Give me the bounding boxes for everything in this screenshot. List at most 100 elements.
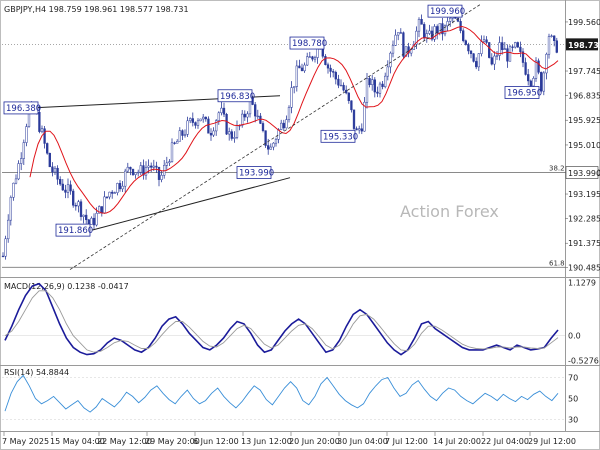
candle-body — [137, 171, 140, 174]
candle-body — [402, 32, 405, 57]
x-tick-label: 7 Jul 12:00 — [385, 437, 428, 446]
price-label-box — [289, 36, 325, 50]
fib-price-label: 193.990 — [568, 169, 600, 178]
candle-body — [230, 131, 233, 139]
candle-body — [144, 167, 148, 176]
candle-body — [92, 217, 96, 226]
candle-body — [389, 52, 392, 68]
candle-body — [105, 196, 109, 198]
candle-body — [43, 128, 46, 144]
price-label-box — [236, 166, 272, 179]
candle-body — [139, 165, 142, 173]
fib-label: 61.8 — [549, 259, 565, 267]
candle-body — [537, 60, 540, 73]
candle-body — [337, 78, 340, 86]
candle-body — [293, 86, 296, 88]
x-tick-label: 22 Jul 04:00 — [481, 437, 529, 446]
candle-body — [155, 165, 158, 168]
y-tick-label: 199.560 — [568, 18, 600, 27]
candle-body — [540, 72, 543, 92]
candle-body — [77, 201, 80, 207]
candle-body — [246, 113, 249, 118]
candle-body — [490, 57, 493, 65]
candle-body — [355, 128, 358, 131]
candle-body — [147, 165, 150, 168]
candle-body — [9, 197, 12, 221]
price-label-box — [320, 129, 356, 143]
candle-body — [189, 118, 192, 122]
candle-body — [90, 217, 93, 225]
candle-body — [472, 53, 475, 62]
candle-body — [194, 122, 197, 126]
candle-body — [352, 109, 356, 129]
price-label: 196.830 — [220, 92, 255, 102]
y-tick-label: 190.485 — [568, 263, 600, 272]
candle-body — [410, 49, 413, 54]
candle-body — [480, 41, 483, 54]
candle-body — [212, 130, 215, 136]
candle-body — [550, 35, 553, 37]
candle-body — [209, 132, 213, 136]
candle-body — [459, 21, 462, 31]
price-label-box — [427, 4, 463, 18]
macd-title: MACD(12,26,9) 0.1238 -0.0417 — [4, 282, 129, 291]
candle-body — [199, 118, 202, 122]
candle-body — [529, 80, 532, 87]
price-label-box — [3, 101, 39, 115]
candle-body — [358, 128, 361, 131]
candle-body — [256, 115, 259, 118]
candle-body — [521, 51, 525, 63]
candle-body — [475, 61, 478, 68]
candle-body — [85, 214, 88, 221]
candle-body — [157, 167, 161, 180]
x-tick-label: 6 Jun 12:00 — [193, 437, 239, 446]
candle-body — [397, 32, 400, 36]
candle-body — [183, 134, 187, 136]
y-tick-label: 196.835 — [568, 92, 600, 101]
candle-body — [433, 26, 436, 40]
candle-body — [376, 91, 379, 94]
candle-body — [142, 165, 145, 176]
candle-body — [196, 120, 200, 126]
candle-body — [394, 34, 397, 46]
candle-body — [233, 137, 236, 139]
candle-body — [46, 143, 49, 154]
candle-body — [225, 114, 228, 135]
price-label-box — [504, 86, 540, 99]
candle-body — [116, 183, 119, 193]
x-tick-label: 13 Jun 12:00 — [241, 437, 292, 446]
macd-series-signal — [4, 290, 559, 353]
x-tick-label: 15 May 04:00 — [50, 437, 105, 446]
candle-body — [111, 191, 114, 194]
candle-body — [485, 39, 488, 43]
candle-body — [329, 67, 332, 72]
candle-body — [61, 183, 64, 191]
candle-body — [534, 60, 538, 79]
candle-body — [371, 79, 374, 86]
candle-body — [313, 57, 317, 60]
candle-body — [59, 179, 62, 185]
candle-body — [391, 45, 395, 54]
candle-body — [173, 142, 176, 144]
price-label: 191.860 — [58, 226, 93, 236]
candle-body — [508, 46, 512, 62]
candle-body — [443, 25, 447, 35]
candle-body — [441, 23, 444, 35]
price-label: 198.780 — [292, 39, 327, 49]
candle-body — [204, 116, 207, 120]
candle-body — [134, 172, 137, 175]
candle-body — [207, 118, 210, 134]
candle-body — [524, 62, 527, 75]
fib-price-box — [565, 166, 599, 179]
x-tick-label: 14 Jul 20:00 — [433, 437, 481, 446]
candle-body — [300, 67, 304, 72]
candle-body — [38, 112, 41, 132]
candle-body — [467, 44, 470, 52]
candle-body — [477, 53, 480, 68]
candle-body — [347, 92, 350, 101]
candle-body — [436, 26, 439, 34]
candle-body — [12, 182, 15, 198]
candle-body — [303, 64, 306, 72]
candle-body — [269, 146, 272, 150]
chart-title: GBPJPY,H4 198.759 198.961 198.577 198.73… — [4, 5, 189, 14]
